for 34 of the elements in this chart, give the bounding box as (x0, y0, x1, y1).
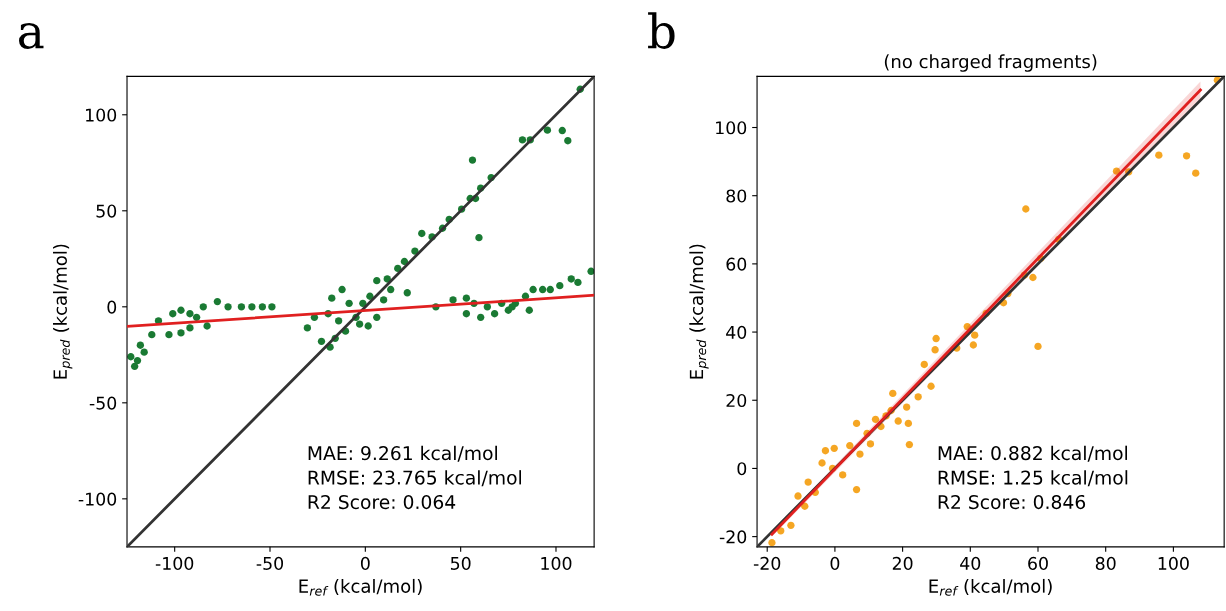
y-axis-title: E$_{pred}$ (kcal/mol) (53, 244, 73, 379)
x-tick-label: 40 (960, 556, 981, 571)
x-tick-label: 50 (450, 556, 471, 571)
x-tick-label: -100 (155, 556, 194, 571)
chart-subtitle: (no charged fragments) (884, 54, 1097, 72)
y-tick-label: 20 (726, 393, 747, 408)
y-tick-label: 100 (716, 121, 747, 135)
x-tick-label: -50 (256, 556, 284, 571)
y-axis-title: E$_{pred}$ (kcal/mol) (689, 244, 709, 379)
x-axis-title: E$_{ref}$ (kcal/mol) (929, 578, 1052, 596)
y-tick-label: -50 (89, 396, 117, 410)
x-tick-label: 0 (830, 556, 840, 571)
y-tick-label: 50 (96, 204, 117, 218)
y-tick-label: 80 (726, 189, 747, 203)
y-tick-label: -100 (78, 492, 117, 506)
x-tick-label: 80 (1095, 556, 1116, 571)
x-tick-label: 0 (360, 556, 370, 571)
y-tick-label: 0 (737, 462, 747, 476)
y-tick-label: -20 (719, 530, 747, 544)
annotation: RMSE: 23.765 kcal/mol (308, 470, 522, 487)
x-tick-label: 20 (892, 556, 913, 571)
text: b (648, 12, 675, 49)
x-tick-label: 100 (1158, 556, 1189, 571)
x-tick-label: -20 (753, 556, 781, 571)
x-axis-title: E$_{ref}$ (kcal/mol) (299, 578, 422, 596)
y-tick-label: 60 (726, 257, 747, 271)
x-tick-label: 100 (541, 556, 572, 571)
text: a (19, 23, 44, 49)
y-tick-label: 100 (86, 108, 117, 122)
annotation: MAE: 9.261 kcal/mol (308, 445, 497, 462)
y-tick-label: 0 (107, 300, 117, 314)
y-tick-label: 40 (726, 325, 747, 339)
x-tick-label: 60 (1028, 556, 1048, 571)
annotation: R2 Score: 0.064 (308, 494, 456, 510)
